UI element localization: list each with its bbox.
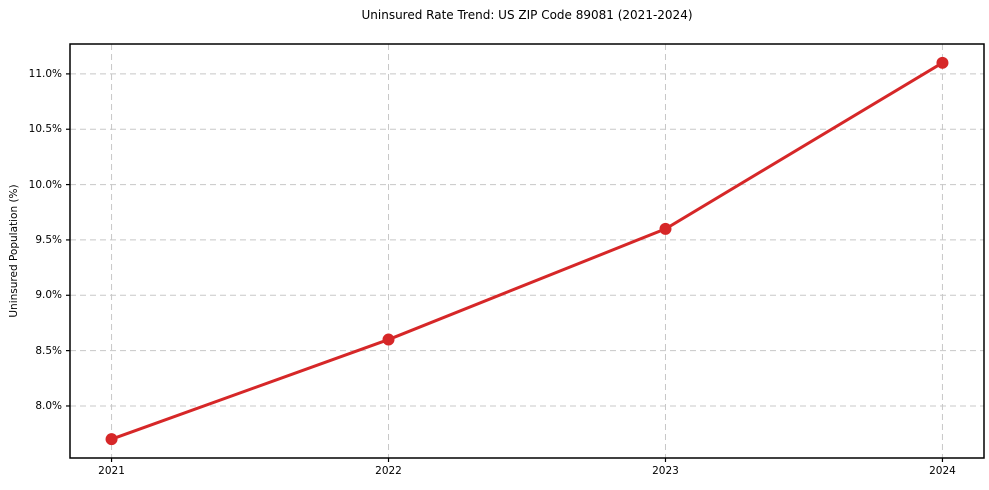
- plot-border: [69, 43, 985, 459]
- x-tick-label: 2022: [375, 465, 402, 477]
- data-point-marker: [105, 433, 118, 446]
- x-tick-label: 2023: [652, 465, 679, 477]
- x-tick-label: 2024: [929, 465, 956, 477]
- y-tick-label: 9.5%: [35, 233, 62, 246]
- trend-line-series: [110, 61, 944, 441]
- data-point-marker: [936, 56, 949, 69]
- y-tick-label: 8.0%: [35, 399, 62, 412]
- y-tick-label: 9.0%: [35, 289, 62, 302]
- y-tick-label: 11.0%: [28, 67, 62, 80]
- chart-title: Uninsured Rate Trend: US ZIP Code 89081 …: [361, 8, 693, 22]
- y-tick-label: 8.5%: [35, 344, 62, 357]
- x-tick-label: 2021: [98, 465, 125, 477]
- data-point-marker: [382, 333, 395, 346]
- data-point-marker: [659, 222, 672, 235]
- y-tick-label: 10.0%: [28, 178, 62, 191]
- y-tick-label: 10.5%: [28, 123, 62, 136]
